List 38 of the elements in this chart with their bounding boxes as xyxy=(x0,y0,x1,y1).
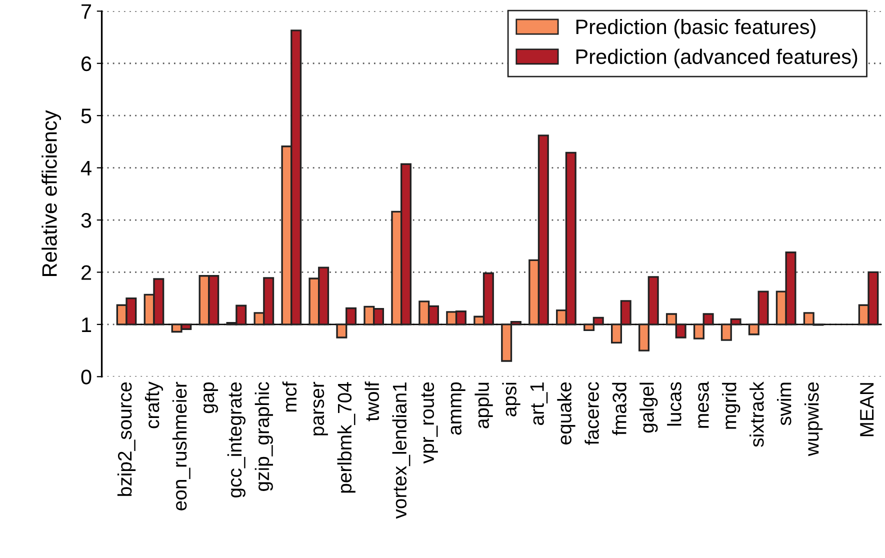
x-tick-label: vortex_lendian1 xyxy=(392,382,410,519)
y-tick-label: 2 xyxy=(82,265,92,280)
x-tick-label: facerec xyxy=(584,382,599,445)
x-tick-label: mcf xyxy=(282,381,297,412)
x-tick-label: galgel xyxy=(640,382,658,433)
y-tick-label: 4 xyxy=(80,161,92,176)
x-tick-label: parser xyxy=(313,382,328,436)
y-axis-title: Relative efficiency xyxy=(42,110,62,276)
x-tick-label: eon_rushmeier xyxy=(172,382,190,510)
x-tick-label: sixtrack xyxy=(750,381,764,447)
legend-label: Prediction (basic features) xyxy=(576,18,816,38)
x-tick-label: gap xyxy=(204,382,218,414)
y-tick-label: 0 xyxy=(81,370,92,384)
x-tick-label: perlbmk_704 xyxy=(337,382,356,493)
x-tick-label: vpr_route xyxy=(421,382,438,464)
y-tick-label: 6 xyxy=(82,56,92,72)
x-tick-label: applu xyxy=(474,382,493,428)
x-tick-label: bzip2_source xyxy=(117,382,136,496)
x-tick-label: gzip_graphic xyxy=(254,382,273,491)
y-tick-label: 1 xyxy=(82,318,92,332)
x-tick-label: mesa xyxy=(698,382,709,428)
x-tick-label: art_1 xyxy=(530,382,548,425)
x-tick-label: twolf xyxy=(364,381,380,422)
y-tick-label: 5 xyxy=(81,108,92,124)
y-tick-label: 7 xyxy=(82,4,92,19)
x-tick-label: wupwise xyxy=(804,382,823,456)
x-tick-label: ammp xyxy=(450,382,466,435)
x-tick-label: MEAN xyxy=(860,383,874,436)
x-tick-label: lucas xyxy=(667,382,682,426)
x-tick-label: crafty xyxy=(144,382,164,428)
x-tick-label: mgrid xyxy=(722,382,740,429)
x-tick-label: apsi xyxy=(502,382,520,416)
legend-label: Prediction (advanced features) xyxy=(576,48,858,68)
y-tick-label: 3 xyxy=(81,213,92,228)
x-tick-label: fma3d xyxy=(612,382,626,436)
x-tick-label: swim xyxy=(777,382,792,426)
x-tick-label: equake xyxy=(557,382,576,444)
x-tick-label: gcc_integrate xyxy=(227,382,246,498)
